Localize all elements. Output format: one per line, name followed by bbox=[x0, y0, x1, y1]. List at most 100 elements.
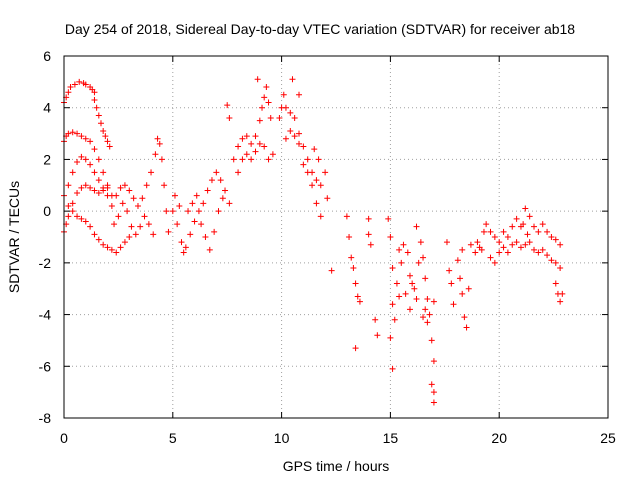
data-point bbox=[235, 169, 242, 176]
data-point bbox=[417, 239, 424, 246]
y-tick-label: 0 bbox=[43, 203, 51, 219]
data-point bbox=[346, 234, 353, 240]
data-point bbox=[69, 169, 76, 176]
data-point bbox=[222, 187, 229, 194]
data-point bbox=[352, 345, 359, 352]
data-point bbox=[428, 337, 435, 344]
data-point bbox=[413, 296, 420, 303]
y-tick-label: -2 bbox=[39, 255, 52, 271]
data-point bbox=[443, 239, 450, 246]
data-point bbox=[208, 177, 215, 184]
data-point bbox=[119, 200, 126, 207]
data-point bbox=[148, 169, 155, 176]
data-point bbox=[74, 159, 81, 166]
data-point bbox=[235, 143, 242, 150]
series-second-arc bbox=[61, 129, 115, 199]
data-point bbox=[163, 208, 170, 215]
data-point bbox=[535, 249, 542, 256]
data-point bbox=[178, 239, 185, 246]
data-point bbox=[91, 187, 98, 194]
data-point bbox=[104, 138, 111, 145]
data-point bbox=[204, 187, 211, 194]
data-point bbox=[430, 298, 437, 305]
data-point bbox=[430, 358, 437, 365]
data-point bbox=[424, 319, 431, 326]
chart-title: Day 254 of 2018, Sidereal Day-to-day VTE… bbox=[65, 21, 575, 37]
data-point bbox=[248, 156, 255, 163]
data-point bbox=[465, 285, 472, 292]
y-tick-label: -6 bbox=[39, 358, 52, 374]
data-point bbox=[252, 133, 259, 140]
data-point bbox=[420, 254, 427, 261]
data-point bbox=[300, 161, 307, 168]
data-point bbox=[259, 104, 266, 111]
data-point bbox=[91, 231, 98, 238]
data-point bbox=[304, 156, 311, 163]
data-point bbox=[69, 129, 76, 136]
data-point bbox=[413, 223, 420, 230]
data-point bbox=[424, 296, 431, 303]
data-point bbox=[559, 290, 566, 297]
data-point bbox=[356, 298, 363, 305]
data-point bbox=[108, 202, 115, 209]
data-point bbox=[352, 280, 359, 287]
plot-frame bbox=[63, 55, 609, 419]
data-point bbox=[217, 177, 224, 184]
data-point bbox=[483, 221, 490, 228]
data-point bbox=[121, 182, 128, 189]
data-point bbox=[524, 231, 531, 238]
data-point bbox=[282, 135, 289, 142]
data-point bbox=[365, 215, 372, 222]
data-point bbox=[219, 195, 226, 202]
data-point bbox=[78, 133, 85, 140]
data-point bbox=[239, 156, 246, 163]
x-tick-label: 0 bbox=[60, 430, 68, 446]
y-tick-label: -8 bbox=[39, 410, 52, 426]
data-point bbox=[296, 130, 303, 137]
data-point bbox=[350, 265, 357, 272]
data-point bbox=[496, 239, 503, 246]
data-point bbox=[389, 301, 396, 308]
data-point bbox=[126, 234, 133, 240]
data-point bbox=[182, 244, 189, 251]
data-point bbox=[461, 314, 468, 321]
data-point bbox=[504, 234, 511, 240]
data-point bbox=[544, 228, 551, 235]
data-point bbox=[289, 76, 296, 83]
data-point bbox=[100, 169, 107, 176]
data-point bbox=[152, 151, 159, 158]
data-point bbox=[459, 246, 466, 253]
data-point bbox=[513, 215, 520, 222]
series-cluster-10to12 bbox=[276, 76, 331, 220]
data-point bbox=[87, 161, 94, 168]
series-cluster-2to4 bbox=[108, 135, 172, 238]
data-point bbox=[526, 213, 533, 220]
data-point bbox=[265, 156, 272, 163]
data-point bbox=[130, 195, 137, 202]
data-point bbox=[74, 190, 81, 197]
data-point bbox=[117, 184, 124, 191]
data-point bbox=[267, 115, 274, 122]
data-point bbox=[385, 215, 392, 222]
x-tick-label: 20 bbox=[491, 430, 507, 446]
data-point bbox=[539, 221, 546, 228]
y-tick-label: -4 bbox=[39, 307, 52, 323]
data-point bbox=[478, 246, 485, 253]
data-point bbox=[261, 143, 268, 150]
data-point bbox=[315, 156, 322, 163]
data-point bbox=[256, 140, 263, 147]
data-point bbox=[132, 231, 139, 238]
data-point bbox=[504, 249, 511, 256]
series-cluster-5to7 bbox=[169, 169, 233, 256]
data-point bbox=[387, 234, 394, 240]
data-point bbox=[317, 213, 324, 220]
grid-lines bbox=[64, 56, 608, 418]
data-point bbox=[354, 293, 361, 300]
data-point bbox=[472, 249, 479, 256]
data-point bbox=[409, 280, 416, 287]
data-point bbox=[124, 208, 131, 215]
data-point bbox=[539, 246, 546, 253]
y-tick-label: 6 bbox=[43, 48, 51, 64]
data-point bbox=[348, 254, 355, 261]
series-cluster-15to17 bbox=[396, 223, 437, 406]
